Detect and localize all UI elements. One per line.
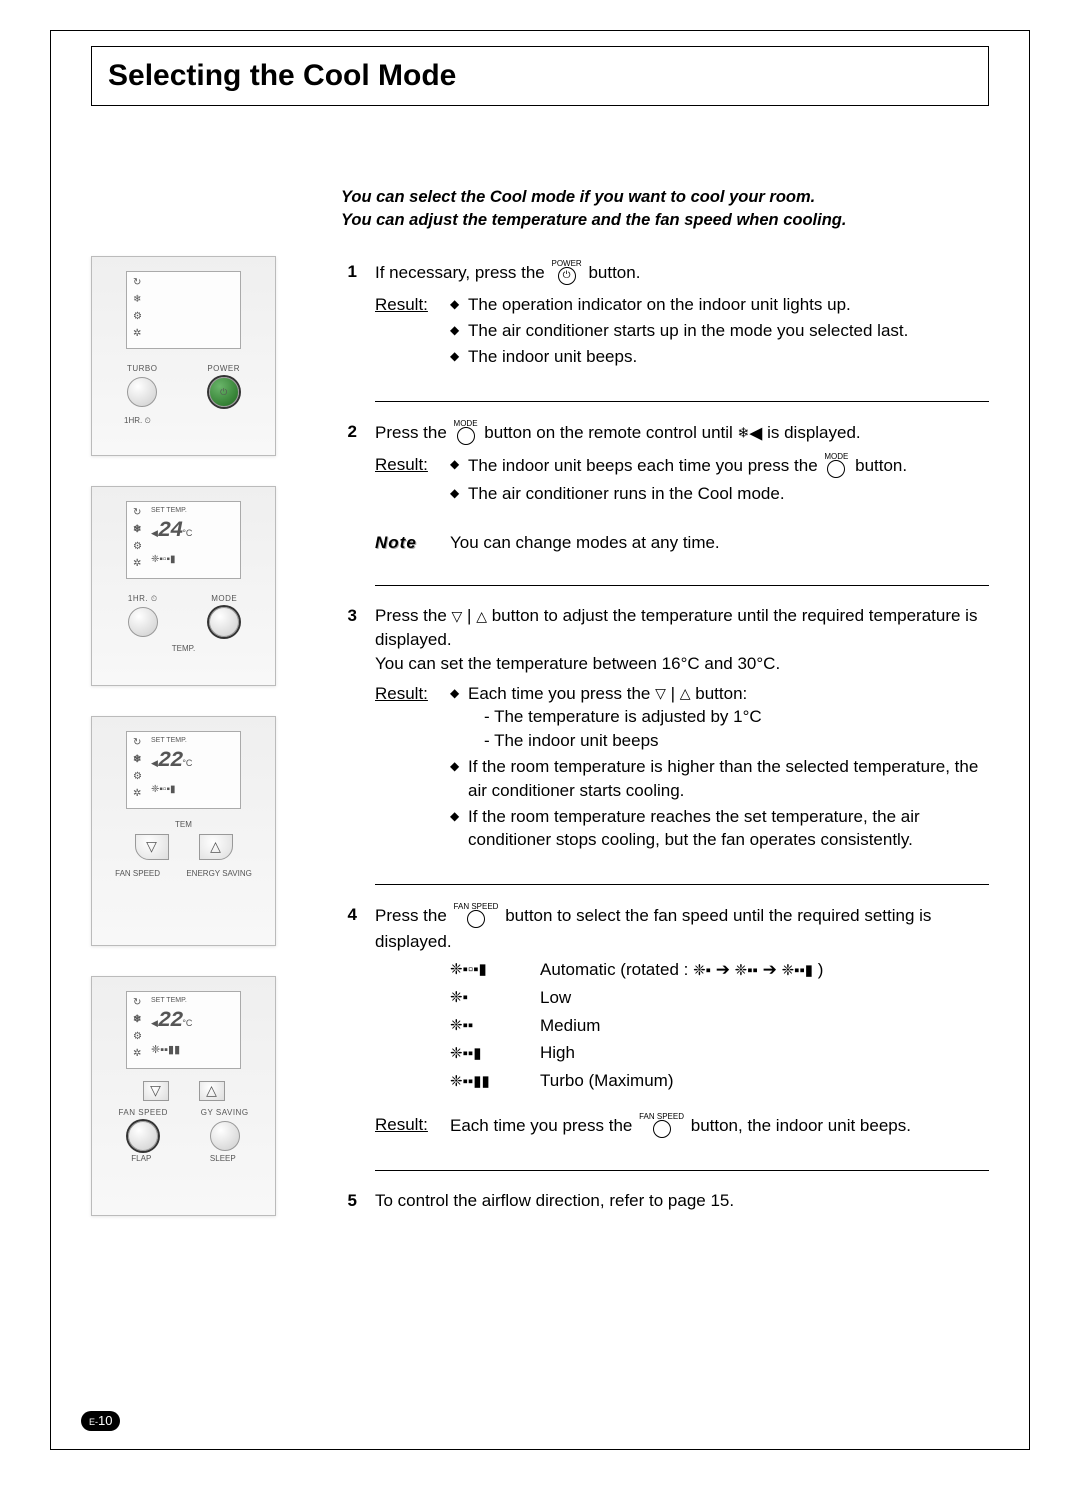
intro-text: You can select the Cool mode if you want… <box>341 186 989 232</box>
separator <box>375 401 989 402</box>
step-3: 3 Press the ▽ | △ button to adjust the t… <box>341 604 989 854</box>
step-2: 2 Press the MODE button on the remote co… <box>341 420 989 556</box>
timer-label: 1HR. ⏲ <box>124 415 151 426</box>
result-label: Result: <box>375 453 430 508</box>
separator <box>375 585 989 586</box>
fan-auto-row: ❈▪▫▪▮ Automatic (rotated : ❈▪ ➔ ❈▪▪ ➔ ❈▪… <box>450 958 989 982</box>
step-5: 5 To control the airflow direction, refe… <box>341 1189 989 1213</box>
content-row: ↻❄⚙✲ TURBO POWER ⏻ 1HR. ⏲ <box>91 186 989 1246</box>
fan-icon: ❈▪▫▪▮ <box>450 959 510 980</box>
snowflake-icon: ❄ <box>738 424 750 440</box>
separator <box>375 884 989 885</box>
mode-button-icon: MODE <box>824 453 848 480</box>
temp-down-button: ▽ <box>135 834 169 860</box>
fan-high-row: ❈▪▪▮High <box>450 1041 989 1065</box>
fan-med-row: ❈▪▪Medium <box>450 1014 989 1038</box>
down-triangle-icon: ▽ <box>452 607 463 627</box>
remote-illustration-3: ↻❄⚙✲ SET TEMP. ◀22°C ❈▪▫▪▮ TEM ▽ △ FAN S… <box>91 716 276 946</box>
result-label: Result: <box>375 1113 430 1140</box>
left-column: ↻❄⚙✲ TURBO POWER ⏻ 1HR. ⏲ <box>91 186 291 1246</box>
result-bullets: The operation indicator on the indoor un… <box>450 293 989 368</box>
remote-illustration-2: ↻❄⚙✲ SET TEMP. ◀24°C ❈▪▫▪▮ 1HR. ⏲ MODE <box>91 486 276 686</box>
note-label: Note <box>375 531 430 555</box>
remote-illustration-1: ↻❄⚙✲ TURBO POWER ⏻ 1HR. ⏲ <box>91 256 276 456</box>
fan-turbo-row: ❈▪▪▮▮Turbo (Maximum) <box>450 1069 989 1093</box>
fanspeed-button-icon: FAN SPEED <box>454 903 499 930</box>
mode-button-icon: MODE <box>454 420 478 447</box>
mode-icons: ↻❄⚙✲ <box>133 276 151 344</box>
page-title: Selecting the Cool Mode <box>108 55 972 97</box>
up-triangle-icon: △ <box>476 607 487 627</box>
remote-screen: ↻❄⚙✲ <box>126 271 241 349</box>
remote-screen: ↻❄⚙✲ SET TEMP. ◀24°C ❈▪▫▪▮ <box>126 501 241 579</box>
step-4: 4 Press the FAN SPEED button to select t… <box>341 903 989 1140</box>
fanspeed-button: FAN SPEED <box>118 1107 167 1151</box>
power-button-icon: POWER ⏻ <box>551 260 581 287</box>
mode-button: MODE <box>209 593 239 637</box>
separator <box>375 1170 989 1171</box>
temp-buttons: ▽ △ <box>135 834 233 860</box>
note-text: You can change modes at any time. <box>450 531 720 555</box>
remote-illustration-4: ↻❄⚙✲ SET TEMP. ◀22°C ❈▪▪▮▮ ▽ △ FAN SPEED <box>91 976 276 1216</box>
fanspeed-button-icon: FAN SPEED <box>639 1113 684 1140</box>
power-button: POWER ⏻ <box>207 363 240 407</box>
step-1: 1 If necessary, press the POWER ⏻ button… <box>341 260 989 370</box>
power-icon: ⏻ <box>209 377 239 407</box>
fan-low-row: ❈▪Low <box>450 986 989 1010</box>
page-number: E-10 <box>81 1411 120 1431</box>
temp-label: TEMP. <box>172 643 195 654</box>
result-label: Result: <box>375 682 430 855</box>
turbo-button: TURBO <box>127 363 158 407</box>
result-label: Result: <box>375 293 430 370</box>
timer-button: 1HR. ⏲ <box>128 593 158 637</box>
title-bar: Selecting the Cool Mode <box>91 46 989 106</box>
page-border: Selecting the Cool Mode ↻❄⚙✲ TURBO <box>50 30 1030 1450</box>
temp-up-button: △ <box>199 834 233 860</box>
right-column: You can select the Cool mode if you want… <box>341 186 989 1246</box>
